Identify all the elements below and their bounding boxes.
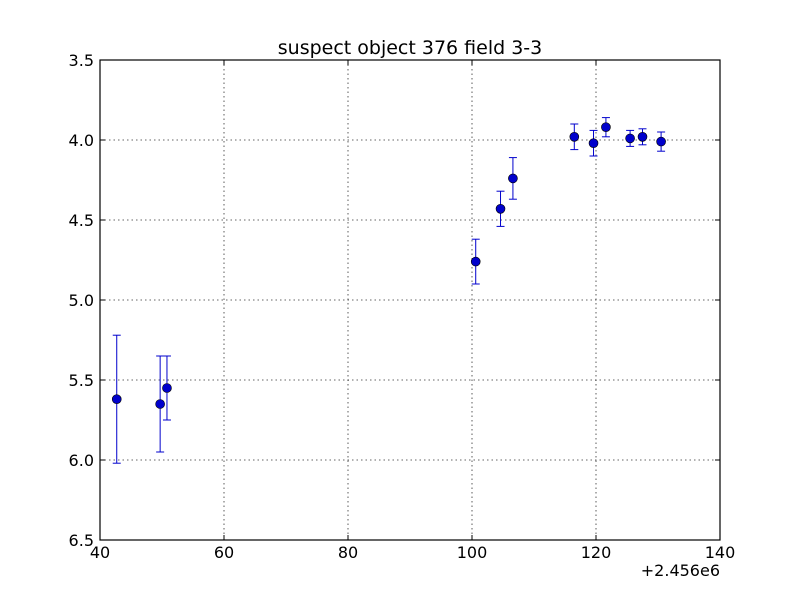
x-tick-label: 60 — [214, 543, 234, 562]
data-point — [569, 132, 580, 142]
data-point — [162, 383, 172, 393]
data-point — [637, 132, 648, 142]
grid-layer — [100, 60, 720, 540]
data-point — [656, 136, 666, 147]
x-tick-label: 100 — [457, 543, 488, 562]
x-tick-label: 80 — [338, 543, 358, 562]
data-point — [155, 399, 165, 409]
y-tick-labels: 3.5 4.0 4.5 5.0 5.5 6.0 6.5 — [69, 51, 94, 550]
y-tick-label: 5.5 — [69, 371, 94, 390]
y-tick-label: 6.5 — [69, 531, 94, 550]
y-tick-label: 5.0 — [69, 291, 94, 310]
errorbar-layer — [112, 117, 666, 464]
data-point — [470, 256, 481, 267]
x-tick-label: 120 — [581, 543, 612, 562]
chart-title: suspect object 376 field 3-3 — [278, 37, 543, 59]
data-point — [495, 204, 506, 214]
data-point — [601, 122, 611, 132]
data-point — [625, 133, 635, 144]
y-tick-label: 4.5 — [69, 211, 94, 230]
x-offset-label: +2.456e6 — [641, 561, 720, 580]
y-tick-label: 6.0 — [69, 451, 94, 470]
x-tick-label: 140 — [705, 543, 736, 562]
point-layer — [111, 122, 666, 409]
x-tick-labels: 40 60 80 100 120 140 — [90, 543, 735, 562]
data-point — [588, 138, 599, 148]
tick-layer — [99, 59, 721, 541]
data-point — [111, 394, 122, 405]
x-tick-label: 40 — [90, 543, 110, 562]
y-tick-label: 3.5 — [69, 51, 94, 70]
data-point — [508, 173, 518, 184]
y-tick-label: 4.0 — [69, 131, 94, 150]
